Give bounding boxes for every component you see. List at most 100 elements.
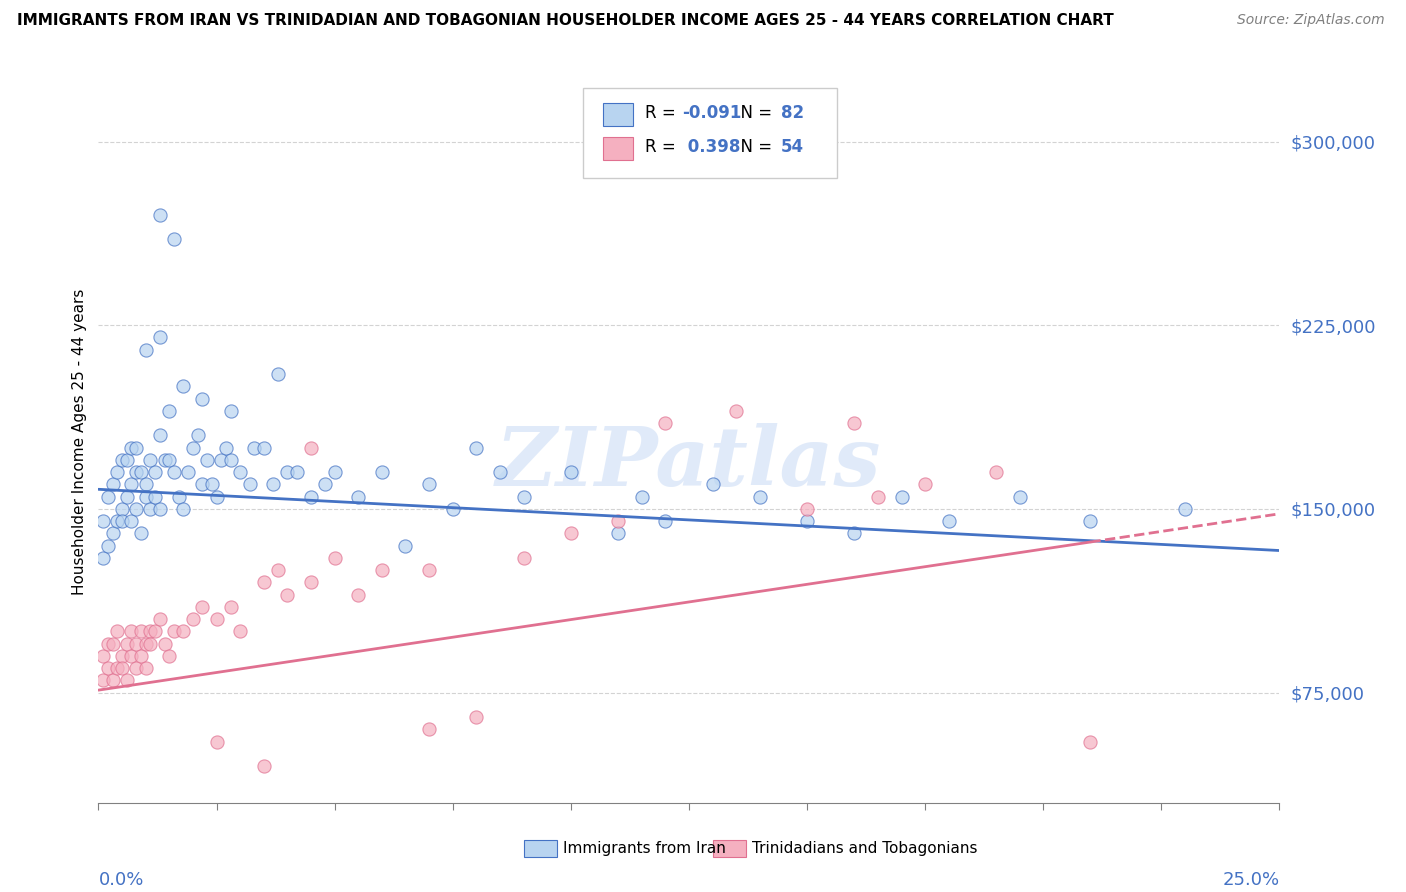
Point bbox=[725, 404, 748, 418]
Point bbox=[149, 208, 172, 222]
Y-axis label: Householder Income Ages 25 - 44 years: Householder Income Ages 25 - 44 years bbox=[72, 288, 87, 595]
Point bbox=[299, 441, 322, 455]
Point bbox=[267, 367, 290, 381]
Point bbox=[101, 477, 124, 491]
Point bbox=[1174, 502, 1197, 516]
Point bbox=[219, 453, 242, 467]
Point bbox=[299, 575, 322, 590]
Point bbox=[105, 624, 128, 639]
Point bbox=[866, 490, 889, 504]
Point bbox=[181, 441, 204, 455]
Text: 0.398: 0.398 bbox=[682, 138, 740, 156]
Point bbox=[125, 661, 148, 675]
Point bbox=[105, 465, 128, 479]
Point bbox=[121, 441, 143, 455]
Point bbox=[129, 465, 152, 479]
Point bbox=[115, 673, 138, 688]
Point bbox=[135, 490, 157, 504]
Text: -0.091: -0.091 bbox=[682, 103, 741, 122]
Point bbox=[157, 648, 180, 663]
Point bbox=[157, 404, 180, 418]
Point bbox=[394, 539, 416, 553]
Text: R =: R = bbox=[645, 138, 682, 156]
Point bbox=[191, 477, 214, 491]
Point bbox=[153, 453, 176, 467]
Point bbox=[560, 526, 582, 541]
Point bbox=[143, 490, 166, 504]
Point bbox=[91, 673, 114, 688]
Point bbox=[195, 453, 218, 467]
Point bbox=[135, 661, 157, 675]
Point bbox=[91, 514, 114, 528]
Point bbox=[276, 465, 298, 479]
Point bbox=[276, 588, 298, 602]
Point bbox=[115, 490, 138, 504]
Point bbox=[267, 563, 290, 577]
Point bbox=[125, 465, 148, 479]
Point bbox=[111, 502, 134, 516]
Point bbox=[489, 465, 512, 479]
Point bbox=[191, 599, 214, 614]
Point bbox=[512, 550, 534, 565]
Point bbox=[215, 441, 238, 455]
Point bbox=[253, 575, 276, 590]
Point bbox=[139, 453, 162, 467]
Point bbox=[418, 563, 440, 577]
Point bbox=[371, 465, 394, 479]
Point bbox=[163, 624, 186, 639]
Point bbox=[229, 624, 252, 639]
Point bbox=[262, 477, 284, 491]
Point bbox=[253, 759, 276, 773]
Point bbox=[105, 514, 128, 528]
Point bbox=[299, 490, 322, 504]
Point bbox=[205, 612, 228, 626]
Point bbox=[243, 441, 266, 455]
Point bbox=[125, 637, 148, 651]
Point bbox=[205, 734, 228, 748]
Text: IMMIGRANTS FROM IRAN VS TRINIDADIAN AND TOBAGONIAN HOUSEHOLDER INCOME AGES 25 - : IMMIGRANTS FROM IRAN VS TRINIDADIAN AND … bbox=[17, 13, 1114, 29]
Point bbox=[135, 343, 157, 357]
Point bbox=[101, 673, 124, 688]
Point bbox=[129, 648, 152, 663]
Point bbox=[172, 624, 194, 639]
Point bbox=[121, 648, 143, 663]
Point bbox=[121, 624, 143, 639]
Point bbox=[101, 637, 124, 651]
Text: Trinidadians and Tobagonians: Trinidadians and Tobagonians bbox=[752, 841, 977, 855]
Point bbox=[796, 502, 818, 516]
Point bbox=[205, 490, 228, 504]
Point bbox=[172, 502, 194, 516]
Point bbox=[111, 661, 134, 675]
FancyBboxPatch shape bbox=[603, 137, 634, 161]
Text: 82: 82 bbox=[782, 103, 804, 122]
Point bbox=[187, 428, 209, 442]
Point bbox=[984, 465, 1007, 479]
Point bbox=[371, 563, 394, 577]
Point bbox=[121, 477, 143, 491]
Text: R =: R = bbox=[645, 103, 682, 122]
Point bbox=[191, 392, 214, 406]
Point bbox=[512, 490, 534, 504]
Point bbox=[172, 379, 194, 393]
Point bbox=[418, 477, 440, 491]
Point bbox=[149, 330, 172, 344]
Point bbox=[560, 465, 582, 479]
Point bbox=[607, 526, 630, 541]
FancyBboxPatch shape bbox=[713, 839, 745, 857]
Point bbox=[97, 661, 120, 675]
Point bbox=[890, 490, 912, 504]
Point bbox=[347, 588, 370, 602]
Point bbox=[654, 514, 676, 528]
Text: N =: N = bbox=[730, 138, 778, 156]
Point bbox=[157, 453, 180, 467]
Point bbox=[654, 416, 676, 430]
Point bbox=[101, 526, 124, 541]
Point bbox=[115, 637, 138, 651]
Point bbox=[149, 612, 172, 626]
Point bbox=[129, 526, 152, 541]
Point bbox=[125, 502, 148, 516]
Point bbox=[914, 477, 936, 491]
Point bbox=[1008, 490, 1031, 504]
Text: Immigrants from Iran: Immigrants from Iran bbox=[562, 841, 725, 855]
Text: ZIPatlas: ZIPatlas bbox=[496, 423, 882, 503]
